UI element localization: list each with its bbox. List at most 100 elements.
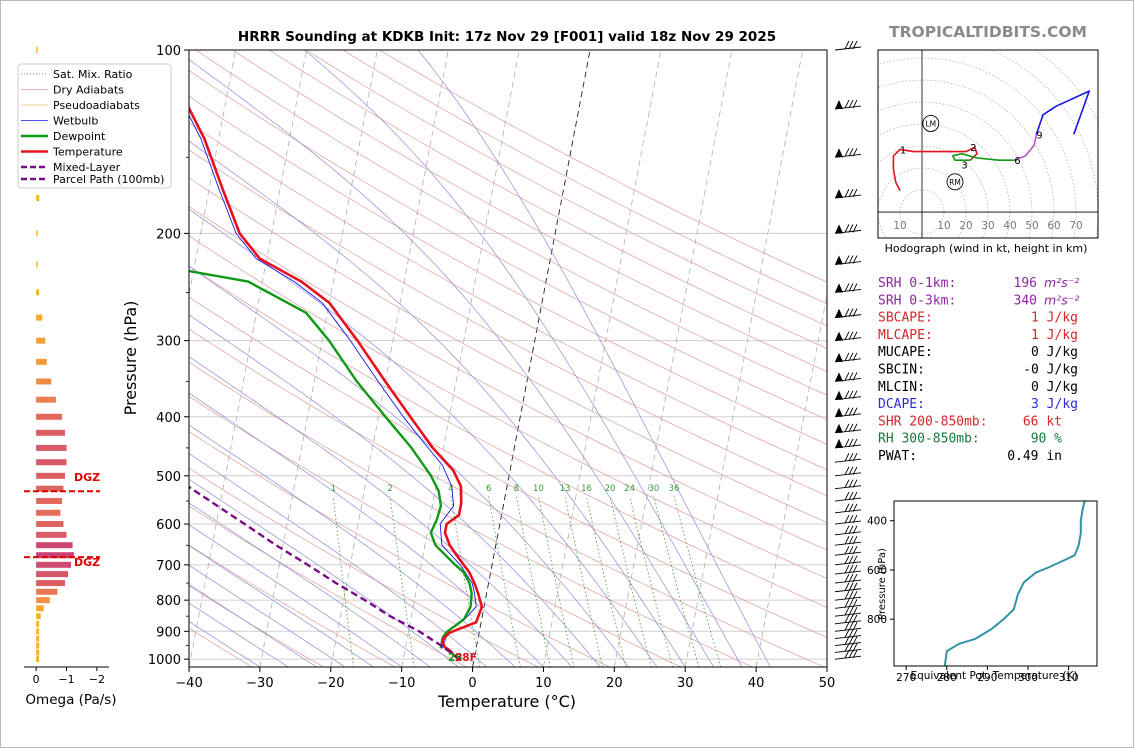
omega-bar [36, 649, 40, 656]
wind-barb [834, 255, 862, 265]
omega-bar [36, 358, 47, 365]
mixing-ratio-line [586, 496, 627, 667]
moist-adiabat [189, 545, 374, 667]
wind-barb [834, 352, 862, 363]
theta-e-panel: 270 280 290 300 310 400 600 800 [867, 500, 1098, 684]
omega-bar [36, 444, 67, 451]
wind-barb [834, 599, 862, 609]
y-tick-label: 1000 [148, 653, 181, 668]
wind-barb [834, 643, 862, 653]
wind-barb [834, 466, 862, 477]
hodo-ring-label: 50 [1025, 220, 1038, 232]
omega-bar [36, 628, 40, 635]
hodo-trace-violet [1014, 134, 1038, 161]
legend-item: Temperature [21, 146, 123, 159]
wind-barb [834, 590, 862, 601]
y-tick-label: 800 [156, 594, 181, 609]
omega-bar [36, 396, 56, 403]
wind-barb [834, 636, 862, 647]
index-label: SBCAPE: [878, 311, 933, 326]
mixing-ratio-label: 6 [486, 484, 491, 494]
chart-title: HRRR Sounding at KDKB Init: 17z Nov 29 [… [238, 29, 776, 45]
omega-bar [36, 588, 58, 595]
legend-label: Dry Adiabats [53, 84, 124, 97]
legend-item: Dewpoint [21, 130, 106, 143]
mixing-ratio-line [488, 496, 521, 667]
wind-barb [834, 614, 862, 625]
mixing-ratio-label: 20 [605, 484, 616, 494]
wind-barb [834, 545, 862, 556]
wind-barb [834, 629, 862, 640]
index-label: PWAT: [878, 449, 917, 464]
index-unit: m²s⁻² [1044, 292, 1079, 307]
wind-barb [834, 453, 862, 463]
index-row: SBCAPE: 1 J/kg [878, 311, 1078, 326]
omega-tick-label: −2 [89, 673, 105, 686]
index-label: DCAPE: [878, 397, 925, 412]
moist-adiabat [189, 140, 686, 667]
dry-adiabat [189, 467, 539, 667]
isotherm-line [401, 50, 520, 667]
index-label: SRH 0-3km: [878, 293, 956, 308]
wind-barbs [826, 40, 862, 667]
mixing-ratio-label: 36 [669, 484, 680, 494]
isotherm-line [189, 50, 307, 667]
index-label: RH 300-850mb: [878, 432, 980, 447]
moist-adiabat [189, 356, 573, 667]
moist-adiabat [189, 208, 658, 667]
moist-adiabat [189, 453, 487, 667]
dry-adiabat [189, 122, 827, 471]
index-row: PWAT: 0.49 in [878, 449, 1062, 464]
legend-label: Pseudoadiabats [53, 99, 140, 112]
hodo-ring-label: 10 [937, 220, 950, 232]
mixing-ratio-line [332, 496, 354, 667]
mixing-ratio-line [564, 496, 603, 667]
omega-bar [36, 289, 40, 296]
dry-adiabat [189, 505, 467, 667]
wind-barb [834, 99, 862, 110]
wind-barb [834, 582, 862, 593]
hodo-ring-label: 40 [1003, 220, 1016, 232]
y-tick-label: 500 [156, 470, 181, 485]
omega-bar [36, 531, 67, 538]
hodo-ring-label: 60 [1047, 220, 1060, 232]
moist-adiabat [189, 59, 714, 667]
dry-adiabat [189, 395, 682, 667]
wind-barb [834, 407, 862, 418]
moist-adiabat [189, 314, 601, 667]
hodo-marker-label: LM [925, 119, 936, 128]
wind-barb [834, 438, 862, 449]
index-label: MLCAPE: [878, 328, 933, 343]
hodo-ring-label: 10 [893, 220, 906, 232]
wind-barb [834, 308, 862, 319]
wind-barb [834, 606, 862, 617]
mixing-ratio-label: 13 [560, 484, 571, 494]
temperature-line [189, 105, 484, 661]
moist-adiabat [189, 564, 346, 667]
theta-e-y-tick-label: 400 [867, 516, 887, 528]
omega-panel: 0 −1 −2 [24, 47, 109, 686]
index-row: MUCAPE: 0 J/kg [878, 345, 1078, 360]
dry-adiabat [189, 177, 827, 523]
hodo-marker: LM [922, 115, 940, 132]
hodo-height-label: 1 [900, 145, 906, 156]
theta-e-x-tick-label: 300 [1018, 672, 1038, 684]
isotherm-line [755, 292, 827, 667]
mixing-ratio-label: 24 [624, 484, 635, 494]
index-row: SRH 0-1km: 196 m²s⁻² [878, 275, 1079, 291]
moist-adiabat [189, 478, 459, 667]
hodo-ring-label: 70 [1069, 220, 1082, 232]
moist-adiabat [304, 50, 743, 667]
dry-adiabat [189, 95, 827, 445]
omega-tick-label: 0 [33, 673, 40, 686]
wind-barb [834, 555, 862, 566]
moist-adiabat [189, 265, 629, 667]
skewt-background-lines: 1 2 4 6 8 10 13 16 20 24 30 36 [189, 50, 827, 667]
isotherm-line [684, 50, 804, 667]
hodo-trace-red [892, 146, 978, 191]
dry-adiabat [195, 50, 827, 396]
y-tick-label: 100 [156, 44, 181, 59]
x-tick-label: −30 [246, 676, 273, 691]
y-tick-label: 200 [156, 227, 181, 242]
y-tick-label: 400 [156, 411, 181, 426]
